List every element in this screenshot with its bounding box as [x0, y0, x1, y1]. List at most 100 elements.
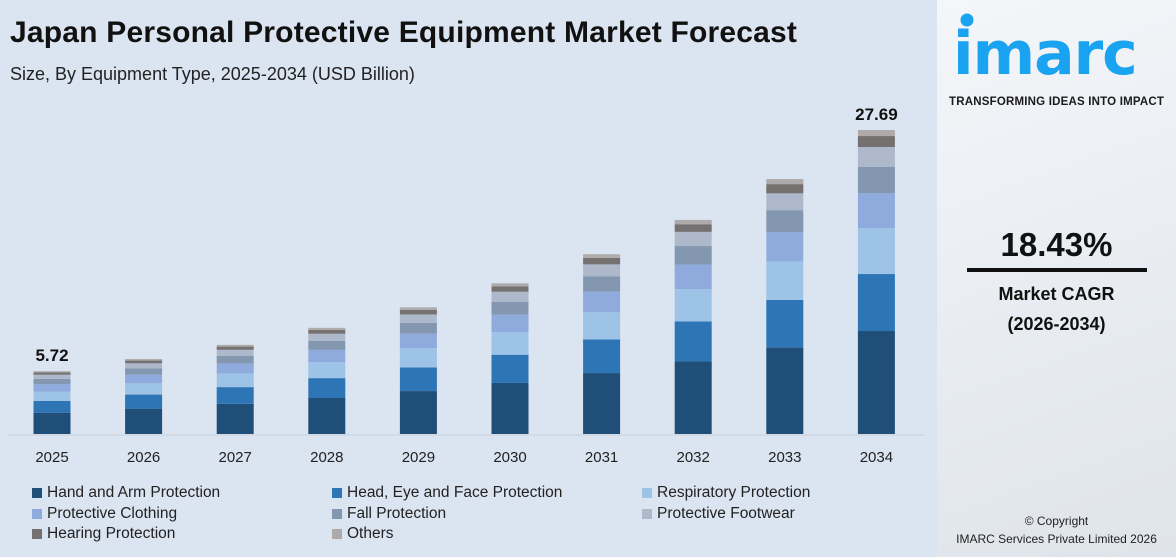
bar-segment-2026-1 [125, 394, 163, 409]
bar-segment-2030-3 [491, 314, 529, 333]
bar-segment-2032-0 [674, 361, 712, 434]
bar-segment-2027-5 [216, 349, 254, 356]
legend-label: Head, Eye and Face Protection [347, 484, 563, 501]
bar-segment-2026-6 [125, 360, 163, 364]
bar-segment-2032-5 [674, 231, 712, 247]
x-tick-label: 2025 [35, 449, 68, 466]
bar-segment-2025-1 [33, 400, 71, 413]
legend-label: Respiratory Protection [657, 484, 811, 501]
x-tick-label: 2031 [585, 449, 618, 466]
legend-item: Respiratory Protection [642, 484, 810, 502]
legend-item: Fall Protection [332, 505, 446, 523]
legend-label: Hand and Arm Protection [47, 484, 221, 501]
bar-segment-2028-1 [308, 378, 346, 398]
bar-segment-2032-7 [674, 219, 712, 225]
x-tick-label: 2028 [310, 449, 343, 466]
svg-text:imarc: imarc [953, 19, 1137, 89]
brand-panel: imarc TRANSFORMING IDEAS INTO IMPACT 18.… [937, 0, 1176, 557]
bar-segment-2034-0 [857, 331, 895, 434]
bar-segment-2027-3 [216, 363, 254, 374]
cagr-value: 18.43% [1000, 226, 1113, 263]
legend-swatch [32, 508, 42, 519]
bar-segment-2033-5 [766, 193, 804, 211]
legend-swatch [32, 529, 42, 539]
bar-segment-2031-4 [583, 276, 621, 292]
data-label: 27.69 [855, 105, 898, 124]
bar-segment-2028-5 [308, 333, 346, 341]
divider [967, 268, 1147, 272]
chart-subtitle: Size, By Equipment Type, 2025-2034 (USD … [10, 64, 415, 84]
bar-segment-2026-4 [125, 368, 163, 375]
bar-segment-2029-1 [399, 367, 437, 392]
bar-segment-2033-7 [766, 179, 804, 185]
legend-item: Protective Clothing [32, 505, 177, 523]
bar-segment-2029-0 [399, 391, 437, 434]
bar-segment-2026-0 [125, 408, 163, 434]
bar-segment-2026-2 [125, 383, 163, 395]
x-tick-label: 2033 [768, 449, 801, 466]
bar-segment-2027-7 [216, 344, 254, 347]
legend-label: Others [347, 525, 394, 542]
bar-segment-2031-7 [583, 254, 621, 258]
bar-segment-2030-2 [491, 332, 529, 355]
legend-item: Head, Eye and Face Protection [332, 484, 562, 502]
legend-swatch [332, 488, 342, 498]
legend-label: Protective Footwear [657, 504, 795, 522]
bar-segment-2029-2 [399, 348, 437, 368]
bar-segment-2034-5 [857, 147, 895, 167]
bar-segment-2026-3 [125, 374, 163, 384]
x-tick-label: 2026 [127, 449, 160, 466]
bar-segment-2031-6 [583, 257, 621, 265]
legend-label: Hearing Protection [47, 525, 176, 542]
bar-segment-2025-5 [33, 374, 71, 379]
imarc-logo: imarc [953, 13, 1138, 89]
bar-segment-2033-0 [766, 347, 804, 434]
bar-segment-2029-5 [399, 314, 437, 323]
bar-segment-2025-0 [33, 412, 71, 434]
bar-segment-2034-4 [857, 166, 895, 194]
bar-segment-2026-5 [125, 363, 163, 369]
bar-segment-2029-3 [399, 333, 437, 349]
bar-segment-2033-6 [766, 184, 804, 194]
bar-segment-2033-3 [766, 232, 804, 262]
legend-label: Fall Protection [347, 504, 447, 522]
bar-segment-2030-0 [491, 382, 529, 434]
legend-swatch [642, 508, 652, 519]
bar-segment-2025-7 [33, 371, 71, 373]
bar-segment-2033-2 [766, 261, 804, 300]
bar-segment-2028-2 [308, 362, 346, 379]
bar-segment-2032-3 [674, 264, 712, 290]
bar-segment-2031-0 [583, 373, 621, 434]
legend-swatch [642, 488, 652, 498]
cagr-period: (2026-2034) [1007, 314, 1106, 334]
bar-segment-2030-4 [491, 301, 529, 315]
bar-segment-2031-2 [583, 312, 621, 340]
bar-segment-2028-7 [308, 327, 346, 330]
legend-swatch [332, 508, 342, 519]
x-tick-label: 2027 [219, 449, 252, 466]
legend-swatch [332, 529, 342, 539]
bar-segment-2027-4 [216, 355, 254, 364]
legend-item: Others [332, 525, 394, 543]
bar-segment-2028-0 [308, 397, 346, 434]
bar-segment-2030-5 [491, 291, 529, 302]
bar-segment-2027-2 [216, 373, 254, 388]
bar-segment-2032-4 [674, 246, 712, 265]
cagr-label: Market CAGR [998, 284, 1115, 304]
bar-segment-2032-6 [674, 224, 712, 232]
copyright: © Copyright [1024, 514, 1089, 528]
bar-segment-2027-6 [216, 346, 254, 350]
chart-title: Japan Personal Protective Equipment Mark… [10, 16, 798, 49]
bar-segment-2030-1 [491, 354, 529, 383]
legend-item: Hearing Protection [32, 525, 175, 543]
bar-segment-2027-1 [216, 387, 254, 404]
bar-segment-2029-7 [399, 307, 437, 310]
bar-segment-2034-6 [857, 136, 895, 148]
x-tick-label: 2029 [402, 449, 435, 466]
bar-segment-2028-6 [308, 329, 346, 334]
bar-segment-2025-4 [33, 378, 71, 385]
bar-segment-2033-1 [766, 299, 804, 348]
brand-tagline: TRANSFORMING IDEAS INTO IMPACT [949, 96, 1165, 108]
bar-segment-2025-3 [33, 384, 71, 392]
bar-segment-2034-1 [857, 274, 895, 332]
